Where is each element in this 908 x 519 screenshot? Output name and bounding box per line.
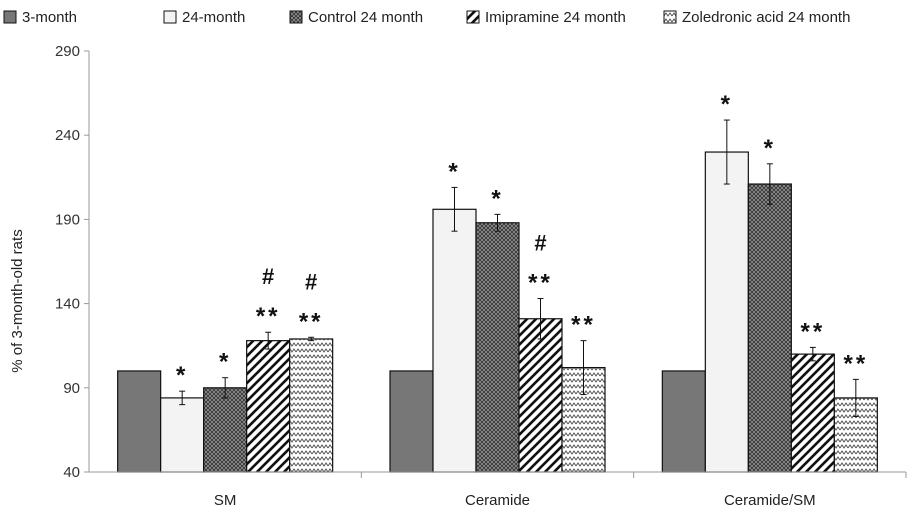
significance-marker: * [721, 91, 733, 118]
bar [661, 370, 706, 473]
legend-swatch [466, 10, 480, 24]
bar [289, 338, 334, 473]
legend-swatch [289, 10, 303, 24]
bar [246, 340, 291, 473]
x-tick-label: SM [214, 492, 237, 509]
significance-marker: ** [571, 312, 596, 339]
y-tick-label: 240 [55, 127, 80, 144]
legend-label: 3-month [22, 9, 77, 26]
significance-marker: * [491, 185, 503, 212]
bar [432, 208, 477, 473]
y-tick-label: 40 [63, 464, 80, 481]
bar [160, 397, 205, 473]
significance-marker: ** [299, 308, 324, 335]
y-tick-label: 140 [55, 296, 80, 313]
significance-marker: # [534, 231, 546, 256]
significance-marker: * [219, 349, 231, 376]
significance-marker: # [305, 269, 317, 294]
significance-marker: ** [528, 270, 553, 297]
bar [790, 353, 835, 473]
y-axis: 40 90 140 190 240 290 [55, 43, 90, 481]
bar [747, 183, 792, 473]
bar [475, 222, 520, 473]
bar [518, 318, 563, 473]
significance-marker: ** [843, 350, 868, 377]
legend-swatch [163, 10, 177, 24]
legend-label: Control 24 month [308, 9, 423, 26]
bar [117, 370, 162, 473]
x-tick-label: Ceramide/SM [724, 492, 816, 509]
legend-label: 24-month [182, 9, 245, 26]
bars: * ***#**#****#******** [117, 91, 878, 473]
y-axis-label: % of 3-month-old rats [9, 229, 26, 372]
y-tick-label: 290 [55, 43, 80, 60]
x-tick-label: Ceramide [465, 492, 530, 509]
y-tick-label: 190 [55, 211, 80, 228]
bar [389, 370, 434, 473]
legend-label: Imipramine 24 month [485, 9, 626, 26]
legend-swatch [663, 10, 677, 24]
significance-marker: # [262, 264, 274, 289]
significance-marker: * [176, 362, 188, 389]
legend-label: Zoledronic acid 24 month [682, 9, 850, 26]
x-axis: SM Ceramide Ceramide/SM [89, 471, 907, 509]
legend-swatch [3, 10, 17, 24]
y-tick-label: 90 [63, 380, 80, 397]
significance-marker: * [448, 158, 460, 185]
bar [704, 151, 749, 473]
significance-marker: * [764, 135, 776, 162]
legend: 3-month 24-month Control 24 month Imipramin… [3, 9, 850, 26]
bar [203, 387, 248, 473]
significance-marker: ** [256, 303, 281, 330]
significance-marker: ** [800, 318, 825, 345]
